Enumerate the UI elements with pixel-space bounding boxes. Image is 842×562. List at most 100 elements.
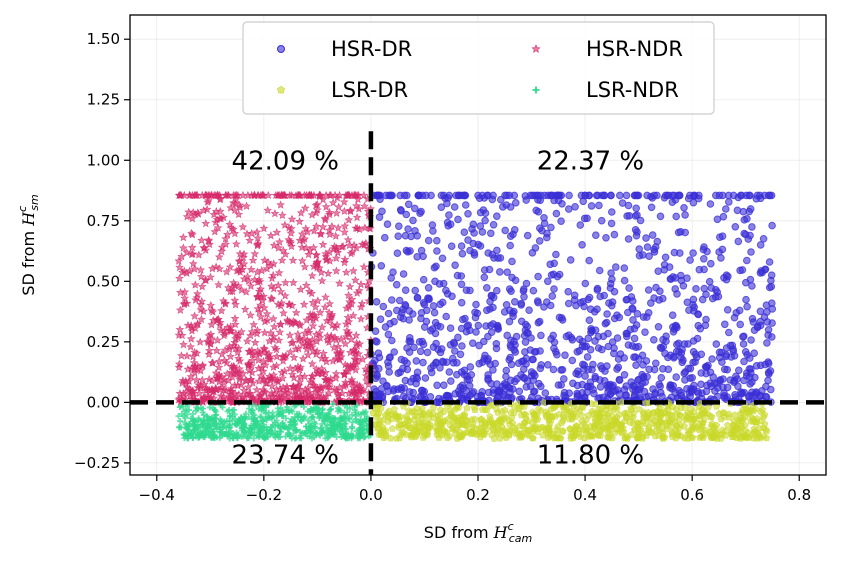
data-point [313, 391, 323, 400]
data-point [622, 296, 631, 304]
data-point [536, 347, 544, 355]
data-point [224, 408, 231, 415]
data-point [593, 286, 602, 294]
data-point [178, 424, 185, 431]
data-point [434, 345, 442, 354]
data-point [223, 323, 232, 332]
data-point [665, 263, 674, 271]
data-point [282, 382, 292, 391]
data-point [406, 334, 414, 342]
data-point [453, 370, 461, 379]
data-point [340, 221, 350, 230]
data-point [480, 266, 489, 274]
legend-entry [277, 85, 285, 94]
data-point [174, 256, 184, 265]
data-point [249, 190, 259, 200]
legend-marker [532, 86, 540, 94]
data-point [309, 413, 316, 420]
data-point [404, 225, 412, 233]
data-point [726, 376, 735, 384]
data-point [691, 424, 700, 432]
data-point [496, 268, 504, 276]
data-point [633, 211, 641, 219]
data-point [460, 228, 469, 236]
data-point [487, 328, 496, 337]
data-point [653, 237, 662, 246]
data-point [450, 339, 459, 348]
data-point [384, 358, 392, 367]
data-point [411, 204, 419, 213]
data-point [308, 321, 318, 330]
data-point [594, 344, 603, 352]
data-point [336, 352, 346, 361]
data-point [321, 249, 331, 258]
data-point [694, 310, 702, 318]
data-point [507, 376, 515, 385]
data-point [276, 287, 286, 296]
data-point [474, 321, 483, 330]
data-point [285, 347, 295, 356]
data-point [764, 376, 772, 385]
data-point [624, 308, 632, 317]
data-point [365, 276, 374, 285]
data-point [346, 249, 356, 258]
data-point [534, 208, 543, 216]
data-point [350, 190, 360, 200]
data-point [328, 356, 338, 365]
data-point [201, 245, 211, 255]
data-point [330, 323, 340, 332]
data-point [433, 381, 441, 390]
data-point [636, 216, 645, 225]
data-point [209, 428, 216, 435]
data-point [231, 344, 240, 353]
data-point [449, 425, 457, 433]
data-point [549, 365, 558, 374]
data-point [424, 284, 433, 292]
data-point [686, 256, 694, 264]
data-point [238, 190, 248, 200]
data-point [352, 223, 362, 233]
data-point [175, 273, 184, 283]
data-point [336, 417, 343, 424]
data-point [269, 240, 279, 250]
data-point [177, 330, 187, 340]
data-point [460, 191, 469, 200]
data-point [304, 250, 313, 259]
data-point [329, 401, 336, 408]
data-point [568, 413, 576, 421]
data-point [344, 366, 353, 376]
data-point [522, 354, 531, 363]
data-point [742, 191, 751, 200]
data-point [388, 424, 396, 432]
data-point [595, 201, 603, 210]
data-point [395, 222, 403, 230]
data-point [245, 366, 254, 375]
data-point [276, 200, 285, 209]
data-point [731, 223, 740, 231]
data-point [719, 409, 727, 416]
data-point [384, 330, 393, 339]
data-point [768, 221, 776, 230]
data-point [327, 221, 337, 231]
data-point [281, 278, 290, 287]
data-point [217, 242, 227, 251]
data-point [493, 212, 501, 220]
data-point [587, 328, 595, 337]
data-point [529, 425, 538, 433]
data-point [430, 308, 439, 317]
data-point [276, 411, 283, 418]
data-point [462, 327, 471, 336]
data-point [457, 242, 466, 250]
data-point [500, 431, 508, 439]
data-point [341, 420, 348, 427]
data-point [260, 328, 270, 337]
data-point [187, 432, 194, 439]
data-point [515, 387, 524, 396]
data-point [186, 334, 196, 343]
data-point [253, 239, 262, 249]
data-point [449, 418, 457, 426]
data-point [287, 369, 297, 379]
data-point [573, 422, 581, 430]
data-point [411, 286, 420, 295]
data-point [372, 298, 381, 306]
